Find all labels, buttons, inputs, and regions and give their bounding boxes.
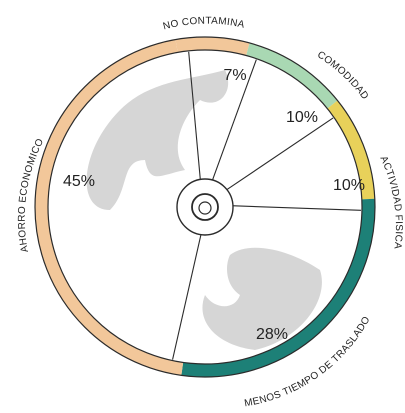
shadow-decoration (86, 70, 322, 350)
spoke-ahorro-economico (172, 232, 202, 360)
rim-inner-edge (47, 49, 363, 365)
spoke-menos-tiempo-de-traslado (230, 205, 361, 211)
spoke-actividad-fisica (224, 117, 334, 192)
spoke-comodidad (211, 59, 257, 183)
rim-outer-edge (34, 36, 376, 378)
slice-label-no-contamina: NO CONTAMINA (162, 16, 246, 33)
slice-value-no-contamina: 7% (223, 67, 246, 84)
slice-value-comodidad: 10% (286, 109, 318, 126)
wheel-rim (34, 36, 376, 378)
wheel-spokes (172, 51, 361, 360)
slice-value-actividad-fisica: 10% (333, 177, 365, 194)
spoke-no-contamina (188, 51, 202, 182)
rim-segment-no-contamina (175, 37, 250, 56)
wheel-hub (176, 178, 234, 236)
slice-value-ahorro-economico: 45% (63, 173, 95, 190)
slice-label-actividad-fisica: ACTIVIDAD FISICA (378, 155, 404, 250)
slice-value-menos-tiempo: 28% (256, 326, 288, 343)
percent-labels: 7% 10% 10% 28% 45% (63, 67, 365, 343)
